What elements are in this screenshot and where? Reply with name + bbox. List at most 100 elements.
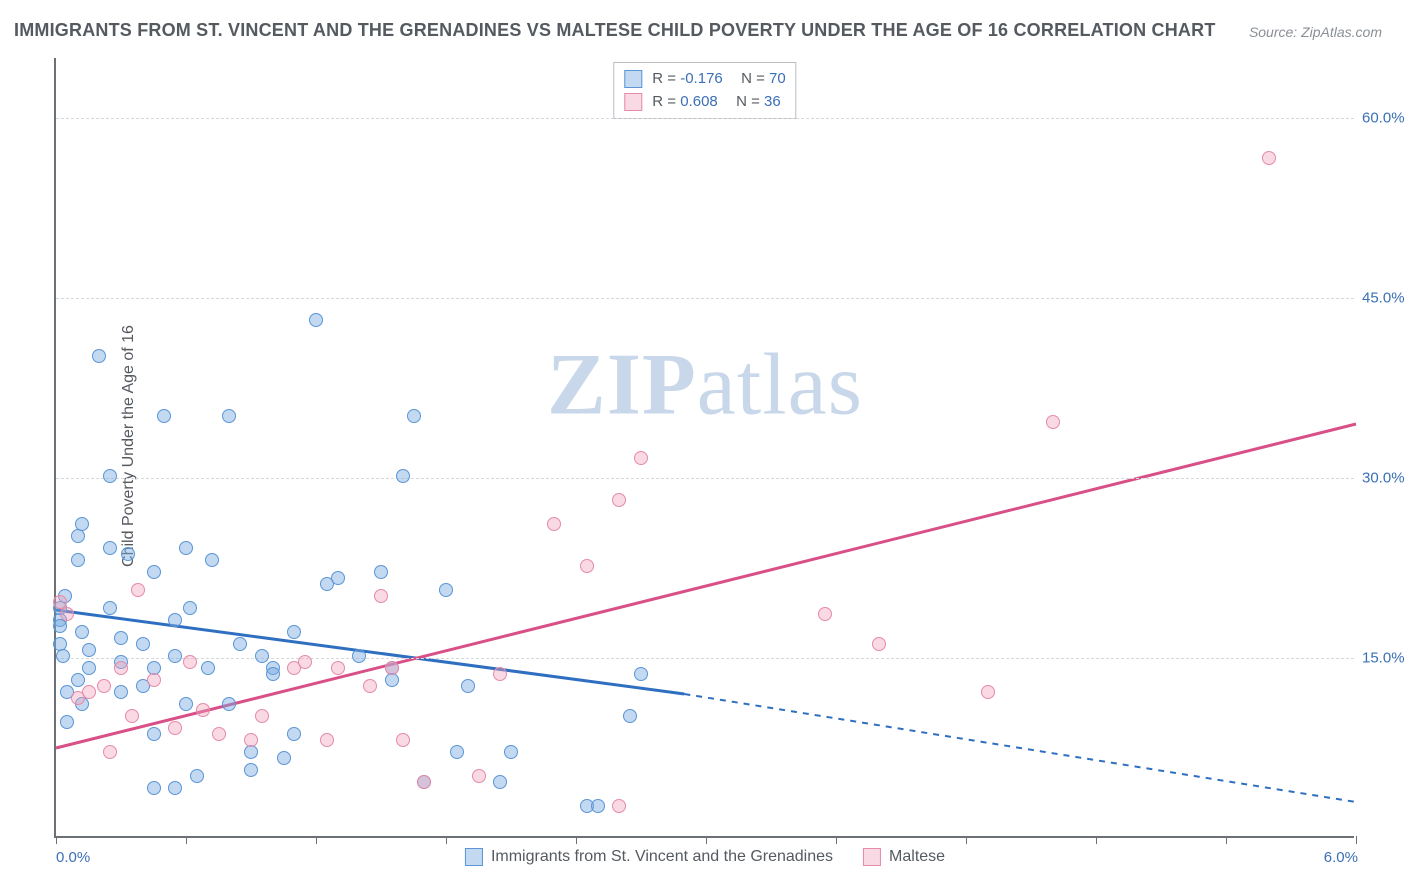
data-point <box>580 559 594 573</box>
data-point <box>136 637 150 651</box>
data-point <box>450 745 464 759</box>
data-point <box>131 583 145 597</box>
x-axis-max-label: 6.0% <box>1324 849 1358 866</box>
data-point <box>255 709 269 723</box>
data-point <box>56 649 70 663</box>
data-point <box>201 661 215 675</box>
data-point <box>417 775 431 789</box>
legend-swatch <box>624 93 642 111</box>
data-point <box>222 409 236 423</box>
data-point <box>147 727 161 741</box>
stat-r-label: R = -0.176 <box>652 68 722 91</box>
data-point <box>634 451 648 465</box>
stat-n-label: N = 70 <box>733 68 786 91</box>
legend-item: Immigrants from St. Vincent and the Gren… <box>465 848 833 866</box>
x-tick <box>1356 836 1357 844</box>
data-point <box>183 601 197 615</box>
data-point <box>168 649 182 663</box>
data-point <box>179 697 193 711</box>
y-tick-label: 30.0% <box>1362 470 1406 487</box>
x-tick <box>316 836 317 844</box>
scatter-plot-area: ZIPatlas R = -0.176 N = 70R = 0.608 N = … <box>54 58 1354 838</box>
x-tick <box>56 836 57 844</box>
data-point <box>493 667 507 681</box>
x-axis-min-label: 0.0% <box>56 849 90 866</box>
data-point <box>121 547 135 561</box>
gridline <box>56 118 1354 119</box>
data-point <box>634 667 648 681</box>
data-point <box>547 517 561 531</box>
chart-title: IMMIGRANTS FROM ST. VINCENT AND THE GREN… <box>14 20 1216 41</box>
data-point <box>352 649 366 663</box>
data-point <box>53 619 67 633</box>
data-point <box>266 667 280 681</box>
data-point <box>872 637 886 651</box>
data-point <box>396 469 410 483</box>
data-point <box>71 529 85 543</box>
watermark-bold: ZIP <box>547 336 697 433</box>
data-point <box>374 589 388 603</box>
data-point <box>71 673 85 687</box>
data-point <box>75 517 89 531</box>
data-point <box>82 661 96 675</box>
data-point <box>103 541 117 555</box>
series-legend: Immigrants from St. Vincent and the Gren… <box>465 848 945 866</box>
x-tick <box>706 836 707 844</box>
data-point <box>255 649 269 663</box>
stat-r-label: R = 0.608 <box>652 91 717 114</box>
watermark-rest: atlas <box>697 336 863 433</box>
data-point <box>75 625 89 639</box>
data-point <box>114 661 128 675</box>
data-point <box>623 709 637 723</box>
data-point <box>97 679 111 693</box>
watermark: ZIPatlas <box>547 334 863 435</box>
gridline <box>56 658 1354 659</box>
y-tick-label: 45.0% <box>1362 290 1406 307</box>
data-point <box>103 601 117 615</box>
data-point <box>363 679 377 693</box>
data-point <box>591 799 605 813</box>
data-point <box>168 781 182 795</box>
data-point <box>82 643 96 657</box>
data-point <box>472 769 486 783</box>
data-point <box>244 733 258 747</box>
data-point <box>612 799 626 813</box>
x-tick <box>966 836 967 844</box>
data-point <box>298 655 312 669</box>
stats-legend-row: R = -0.176 N = 70 <box>624 68 785 91</box>
data-point <box>320 733 334 747</box>
data-point <box>331 571 345 585</box>
data-point <box>981 685 995 699</box>
x-tick <box>836 836 837 844</box>
data-point <box>114 685 128 699</box>
data-point <box>818 607 832 621</box>
data-point <box>287 625 301 639</box>
data-point <box>244 763 258 777</box>
data-point <box>196 703 210 717</box>
data-point <box>493 775 507 789</box>
legend-label: Maltese <box>889 848 945 866</box>
stat-n-label: N = 36 <box>728 91 781 114</box>
data-point <box>439 583 453 597</box>
legend-label: Immigrants from St. Vincent and the Gren… <box>491 848 833 866</box>
data-point <box>60 715 74 729</box>
data-point <box>461 679 475 693</box>
data-point <box>71 553 85 567</box>
stats-legend: R = -0.176 N = 70R = 0.608 N = 36 <box>613 62 796 119</box>
data-point <box>396 733 410 747</box>
data-point <box>147 673 161 687</box>
legend-swatch <box>863 848 881 866</box>
data-point <box>331 661 345 675</box>
x-tick <box>1226 836 1227 844</box>
data-point <box>168 721 182 735</box>
data-point <box>374 565 388 579</box>
x-tick <box>186 836 187 844</box>
data-point <box>114 631 128 645</box>
x-tick <box>576 836 577 844</box>
data-point <box>385 661 399 675</box>
stats-legend-row: R = 0.608 N = 36 <box>624 91 785 114</box>
data-point <box>244 745 258 759</box>
data-point <box>612 493 626 507</box>
data-point <box>82 685 96 699</box>
data-point <box>147 781 161 795</box>
